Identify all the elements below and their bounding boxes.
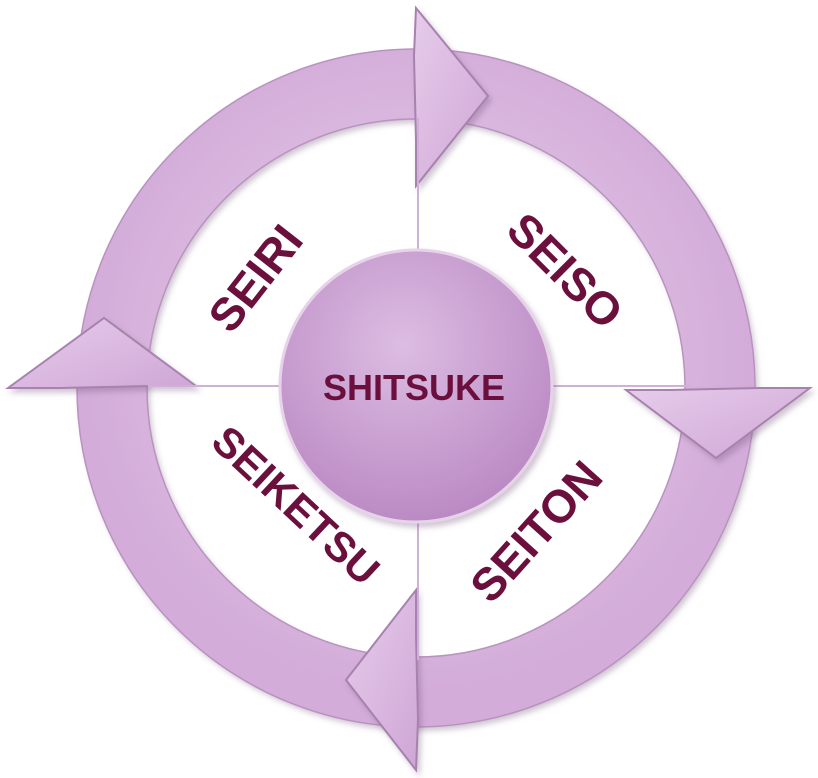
center-circle <box>278 248 554 524</box>
arrow-top-icon <box>412 5 490 189</box>
center-label: SHITSUKE <box>323 367 505 408</box>
arrow-bottom-icon <box>344 587 420 773</box>
arrow-right-icon <box>623 387 814 460</box>
arrow-left-icon <box>4 316 200 389</box>
